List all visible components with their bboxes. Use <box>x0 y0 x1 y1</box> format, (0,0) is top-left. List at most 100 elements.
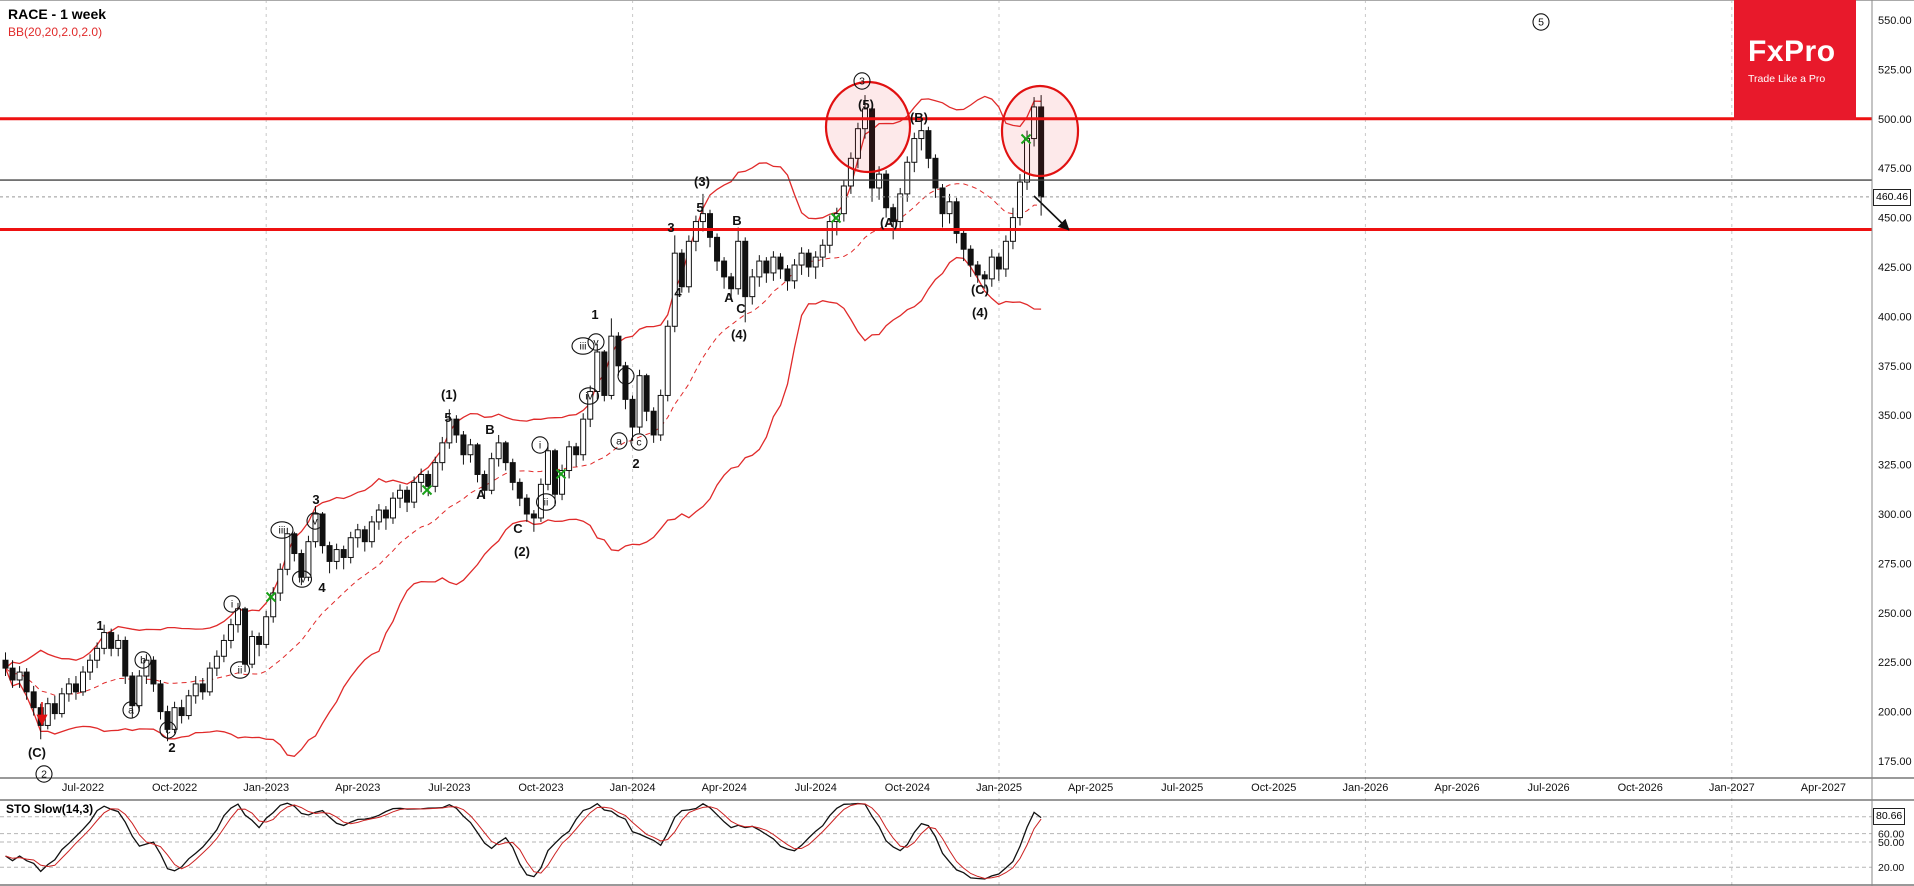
wave-label[interactable]: A <box>724 290 734 305</box>
stoch-d-line <box>5 803 1042 880</box>
wave-label-circle[interactable] <box>617 367 635 385</box>
wave-label[interactable]: iii <box>279 525 286 537</box>
svg-text:Oct-2025: Oct-2025 <box>1251 782 1296 794</box>
wave-label[interactable]: B <box>485 422 494 437</box>
wave-label[interactable]: 2 <box>41 769 47 781</box>
wave-label-circle[interactable] <box>229 661 251 679</box>
fxpro-logo-name: FxPro <box>1748 35 1836 68</box>
wave-label[interactable]: ii <box>544 497 549 509</box>
wave-label[interactable]: b <box>623 371 629 383</box>
wave-label-circle[interactable] <box>35 765 53 783</box>
wave-label[interactable]: 5 <box>444 410 451 425</box>
svg-text:275.00: 275.00 <box>1878 558 1912 570</box>
wave-label[interactable]: (1) <box>441 387 457 402</box>
current-price-tag: 460.46 <box>1873 189 1912 206</box>
wave-label-circle[interactable] <box>571 337 595 355</box>
wave-label-circle[interactable] <box>531 436 549 454</box>
stochastic-panel <box>0 802 1872 880</box>
wave-label[interactable]: C <box>736 301 746 316</box>
wave-label[interactable]: iv <box>585 391 593 403</box>
svg-text:Jan-2025: Jan-2025 <box>976 782 1022 794</box>
svg-text:Jan-2027: Jan-2027 <box>1709 782 1755 794</box>
wave-label[interactable]: 2 <box>632 456 639 471</box>
svg-text:Oct-2024: Oct-2024 <box>885 782 930 794</box>
signal-x-marker[interactable] <box>1020 133 1032 145</box>
wave-label-circle[interactable] <box>630 433 648 451</box>
wave-label-circle[interactable] <box>610 432 628 450</box>
bb-lower-band <box>4 256 1042 757</box>
wave-label-circle[interactable] <box>578 387 600 405</box>
wave-label-circle[interactable] <box>159 721 177 739</box>
svg-text:20.00: 20.00 <box>1878 862 1904 874</box>
wave-label-circle[interactable] <box>853 72 871 90</box>
wave-label[interactable]: (C) <box>28 745 46 760</box>
svg-text:Jan-2024: Jan-2024 <box>610 782 656 794</box>
wave-label[interactable]: 3 <box>859 76 865 88</box>
wave-label[interactable]: (C) <box>971 282 989 297</box>
wave-label[interactable]: 1 <box>96 618 103 633</box>
wave-label[interactable]: 2 <box>168 740 175 755</box>
svg-text:Apr-2026: Apr-2026 <box>1434 782 1479 794</box>
svg-text:Oct-2022: Oct-2022 <box>152 782 197 794</box>
wave-label[interactable]: (2) <box>514 544 530 559</box>
wave-label[interactable]: 4 <box>674 285 682 300</box>
wave-label[interactable]: (5) <box>858 97 874 112</box>
wave-label[interactable]: iii <box>580 341 587 353</box>
wave-label[interactable]: c <box>636 437 641 449</box>
wave-label[interactable]: a <box>128 705 134 717</box>
highlight-ellipse[interactable] <box>824 80 912 174</box>
signal-x-marker[interactable] <box>830 212 842 224</box>
wave-label[interactable]: (4) <box>731 327 747 342</box>
wave-label[interactable]: 5 <box>1538 17 1544 29</box>
wave-label[interactable]: A <box>476 487 486 502</box>
svg-text:Oct-2026: Oct-2026 <box>1618 782 1663 794</box>
wave-label-circle[interactable] <box>291 570 313 588</box>
wave-label-circle[interactable] <box>122 701 140 719</box>
wave-label[interactable]: B <box>732 213 741 228</box>
wave-label-circle[interactable] <box>1532 13 1550 31</box>
wave-label[interactable]: 1 <box>591 307 598 322</box>
highlight-ellipse[interactable] <box>1000 84 1080 178</box>
svg-text:400.00: 400.00 <box>1878 311 1912 323</box>
wave-label-circle[interactable] <box>223 595 241 613</box>
wave-label[interactable]: ii <box>238 665 243 677</box>
wave-label[interactable]: iv <box>298 574 306 586</box>
symbol-timeframe-label: RACE - 1 week <box>8 6 107 22</box>
wave-label[interactable]: b <box>140 655 146 667</box>
wave-label[interactable]: v <box>312 516 318 528</box>
signal-x-marker[interactable] <box>555 468 567 480</box>
wave-label-circle[interactable] <box>270 521 294 539</box>
wave-label-circle[interactable] <box>134 651 152 669</box>
wave-label[interactable]: v <box>593 337 599 349</box>
signal-x-marker[interactable] <box>421 484 433 496</box>
svg-text:Apr-2027: Apr-2027 <box>1801 782 1846 794</box>
wave-label[interactable]: a <box>616 436 622 448</box>
wave-label[interactable]: i <box>231 599 233 611</box>
svg-text:425.00: 425.00 <box>1878 262 1912 274</box>
x-axis-labels: Jul-2022 Oct-2022 Jan-2023 Apr-2023 Jul-2023… <box>62 782 1846 794</box>
wave-label[interactable]: 3 <box>667 220 674 235</box>
signal-x-marker[interactable] <box>265 591 277 603</box>
wave-label[interactable]: (A) <box>880 215 898 230</box>
wave-label-circle[interactable] <box>535 493 557 511</box>
wave-label[interactable]: 5 <box>696 200 703 215</box>
wave-label-circle[interactable] <box>306 512 324 530</box>
svg-text:475.00: 475.00 <box>1878 163 1912 175</box>
wave-label[interactable]: c <box>165 725 170 737</box>
bb-middle-band <box>5 183 1042 696</box>
svg-text:Apr-2024: Apr-2024 <box>702 782 747 794</box>
wave-label[interactable]: 3 <box>312 492 319 507</box>
wave-label[interactable]: 4 <box>318 580 326 595</box>
wave-label-circle[interactable] <box>587 333 605 351</box>
svg-text:Jul-2026: Jul-2026 <box>1527 782 1569 794</box>
annotation-arrow[interactable] <box>1033 195 1070 231</box>
wave-label[interactable]: C <box>513 521 523 536</box>
wave-label[interactable]: (4) <box>972 305 988 320</box>
wave-label[interactable]: (3) <box>694 174 710 189</box>
svg-text:Jul-2024: Jul-2024 <box>795 782 837 794</box>
wave-label[interactable]: i <box>539 440 541 452</box>
svg-text:450.00: 450.00 <box>1878 213 1912 225</box>
wave-label[interactable]: (B) <box>910 110 928 125</box>
